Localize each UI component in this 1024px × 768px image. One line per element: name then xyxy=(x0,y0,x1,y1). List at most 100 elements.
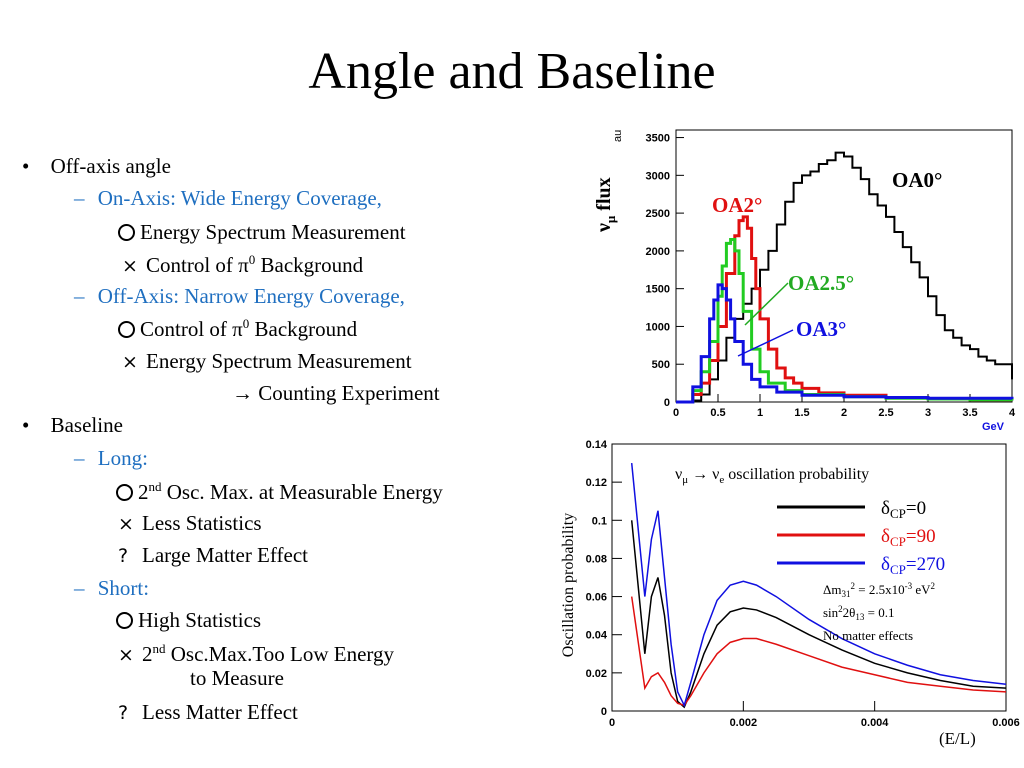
label-oa0: OA0° xyxy=(892,168,942,192)
cross-icon: × xyxy=(118,644,134,666)
dash-marker: – xyxy=(74,186,85,210)
dash-marker: – xyxy=(74,576,85,600)
osc-plot-frame xyxy=(611,443,1007,712)
item-long-q: ? Large Matter Effect xyxy=(118,543,308,568)
osc-ytick-label: 0.1 xyxy=(592,515,607,527)
item-text: Osc.Max.Too Low Energy xyxy=(165,642,395,666)
flux-xtick-label: 1.5 xyxy=(794,407,809,419)
cross-icon: × xyxy=(122,351,138,373)
item-short-q: ? Less Matter Effect xyxy=(118,700,298,725)
item-on-axis-bad: × Control of π0 Background xyxy=(122,252,363,278)
flux-ytick-label: 3000 xyxy=(646,170,670,182)
nd-superscript: nd xyxy=(148,479,162,494)
flux-xtick-label: 1 xyxy=(757,407,763,419)
item-counting: → Counting Experiment xyxy=(232,381,440,406)
cross-icon: × xyxy=(118,513,134,535)
item-text: Less Matter Effect xyxy=(142,700,298,724)
legend-cp0-label: δCP=0 xyxy=(881,498,926,521)
item-text: Osc. Max. at Measurable Energy xyxy=(161,480,443,504)
osc-xlabel: (E/L) xyxy=(939,729,976,748)
circle-icon xyxy=(116,484,133,501)
osc-ytick-label: 0.02 xyxy=(586,668,607,680)
sub-text: Off-Axis: Narrow Energy Coverage, xyxy=(97,284,405,308)
item-short-bad-cont: to Measure xyxy=(190,666,284,691)
osc-ytick-label: 0.08 xyxy=(586,553,607,565)
sub-text: On-Axis: Wide Energy Coverage, xyxy=(97,186,382,210)
label-oa25: OA2.5° xyxy=(788,271,854,295)
sub-short: – Short: xyxy=(74,576,149,601)
flux-xtick-label: 2.5 xyxy=(878,407,893,419)
osc-param-dm: Δm312 = 2.5x10-3 eV2 xyxy=(823,581,935,599)
flux-xtick-label: 0 xyxy=(673,407,679,419)
sub-text: Short: xyxy=(97,576,150,600)
osc-legend-title: νμ → νe oscillation probability xyxy=(675,466,869,486)
bullet-marker: • xyxy=(22,154,30,178)
osc-ytick-label: 0.12 xyxy=(586,477,607,489)
flux-ytick-label: 1000 xyxy=(646,321,670,333)
circle-icon xyxy=(118,321,135,338)
item-long-bad: × Less Statistics xyxy=(118,511,262,536)
oscillation-chart: 0 0.02 0.04 0.06 0.08 0.1 0.12 0.14 0 0.002 0.004 0… xyxy=(560,439,1020,748)
item-text: → Counting Experiment xyxy=(232,381,440,405)
bullet-off-axis: • Off-axis angle xyxy=(22,154,171,179)
flux-xtick-label: 3 xyxy=(925,407,931,419)
legend-cp90-label: δCP=90 xyxy=(881,526,936,549)
dash-marker: – xyxy=(74,284,85,308)
bullet-text: Baseline xyxy=(50,413,123,437)
flux-xlabel: GeV xyxy=(982,421,1005,433)
item-text: Large Matter Effect xyxy=(142,543,308,567)
flux-xtick-label: 0.5 xyxy=(710,407,725,419)
pi-superscript: 0 xyxy=(248,252,256,267)
flux-ylabel-unit: au xyxy=(612,130,624,142)
osc-ytick-label: 0 xyxy=(601,706,607,718)
flux-ytick-label: 2000 xyxy=(646,246,670,258)
osc-ytick-label: 0.04 xyxy=(586,630,608,642)
item-text: 2 xyxy=(142,642,153,666)
circle-icon xyxy=(116,612,133,629)
item-off-axis-good: Control of π0 Background xyxy=(118,316,357,342)
bullet-baseline: • Baseline xyxy=(22,413,123,438)
item-text: Less Statistics xyxy=(142,511,262,535)
osc-ytick-label: 0.14 xyxy=(586,439,608,451)
osc-param-matter: No matter effects xyxy=(823,628,913,643)
osc-ylabel: Oscillation probability xyxy=(560,513,577,657)
circle-icon xyxy=(118,224,135,241)
flux-series-oa0 xyxy=(676,151,1013,403)
oa3-pointer xyxy=(737,329,794,357)
sub-long: – Long: xyxy=(74,446,148,471)
flux-ylabel: νμ flux xyxy=(593,177,618,233)
cross-icon: × xyxy=(122,255,138,277)
flux-chart: 0 500 1000 1500 2000 2500 3000 3500 0 0.5 1 1.5 2 2.5… xyxy=(593,129,1016,433)
item-text: Control of xyxy=(140,317,233,341)
osc-xtick-label: 0.004 xyxy=(861,717,889,729)
label-oa3: OA3° xyxy=(796,317,846,341)
item-text: to Measure xyxy=(190,666,284,690)
osc-series-cp270 xyxy=(630,462,1006,708)
item-on-axis-good: Energy Spectrum Measurement xyxy=(118,220,406,245)
nd-superscript: nd xyxy=(152,641,166,656)
flux-ytick-label: 3500 xyxy=(646,133,670,145)
label-oa2: OA2° xyxy=(712,193,762,217)
osc-xtick-label: 0 xyxy=(609,717,615,729)
flux-xtick-label: 2 xyxy=(841,407,847,419)
pi-superscript: 0 xyxy=(242,316,250,331)
item-text: Control of xyxy=(146,253,239,277)
sub-off-axis: – Off-Axis: Narrow Energy Coverage, xyxy=(74,284,405,309)
osc-series-group xyxy=(630,462,1006,709)
osc-param-theta: sin22θ13 = 0.1 xyxy=(823,604,895,622)
flux-xtick-label: 3.5 xyxy=(962,407,977,419)
item-short-bad: × 2nd Osc.Max.Too Low Energy xyxy=(118,641,394,667)
oa25-pointer xyxy=(744,282,789,326)
pi-symbol: π xyxy=(238,253,249,277)
item-text: High Statistics xyxy=(138,608,262,632)
page-title: Angle and Baseline xyxy=(308,43,716,100)
osc-series-cp90 xyxy=(630,596,1006,707)
item-off-axis-bad: × Energy Spectrum Measurement xyxy=(122,349,412,374)
flux-series-oa3 xyxy=(676,283,1014,404)
question-icon: ? xyxy=(118,545,129,567)
flux-ytick-label: 500 xyxy=(652,359,670,371)
legend-cp270-label: δCP=270 xyxy=(881,554,945,577)
osc-xtick-label: 0.002 xyxy=(730,717,758,729)
sub-on-axis: – On-Axis: Wide Energy Coverage, xyxy=(74,186,382,211)
flux-ytick-label: 1500 xyxy=(646,284,670,296)
